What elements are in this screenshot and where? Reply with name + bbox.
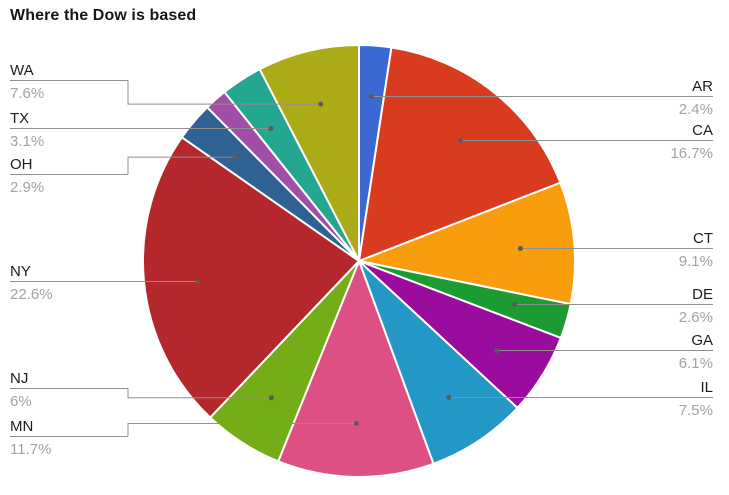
leader-dot-IL — [446, 395, 452, 400]
pie-slices — [142, 44, 576, 478]
slice-value-CA: 16.7% — [670, 145, 713, 162]
slice-label-MN: MN — [10, 418, 33, 435]
slice-label-IL: IL — [700, 379, 713, 396]
slice-value-AR: 2.4% — [679, 101, 713, 118]
slice-value-CT: 9.1% — [679, 253, 713, 270]
slice-value-NJ: 6% — [10, 393, 32, 410]
slice-label-GA: GA — [691, 332, 713, 349]
slice-value-WA: 7.6% — [10, 85, 44, 102]
pie-slice-NY — [142, 136, 360, 419]
slice-label-NY: NY — [10, 263, 31, 280]
slice-label-DE: DE — [692, 286, 713, 303]
leader-line-OH — [127, 156, 236, 175]
leader-dot-TX — [268, 126, 274, 131]
leader-line-NJ — [127, 388, 272, 399]
leader-dot-CT — [517, 246, 523, 251]
slice-value-NY: 22.6% — [10, 286, 53, 303]
slice-value-DE: 2.6% — [679, 309, 713, 326]
slice-label-TX: TX — [10, 110, 29, 127]
slice-value-MN: 11.7% — [10, 441, 51, 458]
slice-value-GA: 6.1% — [679, 355, 713, 372]
pie-slice-WA — [258, 44, 360, 262]
leader-dot-AR — [368, 94, 374, 99]
slice-label-CT: CT — [693, 230, 713, 247]
slice-label-NJ: NJ — [10, 370, 28, 387]
leader-dot-NY — [195, 279, 201, 284]
slice-labels: AR 2.4% CA 16.7% CT 9.1% DE 2.6% GA 6.1% IL 7.5% MN 1… — [10, 62, 713, 458]
slice-value-TX: 3.1% — [10, 133, 44, 150]
slice-label-AR: AR — [692, 78, 713, 95]
leader-dot-OH — [232, 154, 238, 160]
pie-slice-CT — [358, 181, 576, 306]
slice-label-WA: WA — [10, 62, 34, 79]
leader-line-MN — [127, 422, 357, 437]
leader-dot-GA — [494, 348, 500, 353]
slice-value-IL: 7.5% — [679, 402, 713, 419]
slice-label-CA: CA — [692, 122, 713, 139]
leader-dot-DE — [512, 302, 518, 307]
leader-dot-WA — [318, 101, 324, 107]
leader-dot-NJ — [268, 395, 274, 401]
leader-lines — [10, 80, 713, 437]
leader-dot-MN — [354, 421, 359, 426]
slice-value-OH: 2.9% — [10, 179, 44, 196]
pie-slice-CA — [358, 46, 562, 262]
pie-slice-IL — [358, 260, 519, 465]
chart-title: Where the Dow is based — [10, 7, 197, 24]
leader-line-WA — [127, 80, 321, 105]
slice-label-OH: OH — [10, 156, 33, 173]
leader-dot-CA — [457, 138, 463, 143]
